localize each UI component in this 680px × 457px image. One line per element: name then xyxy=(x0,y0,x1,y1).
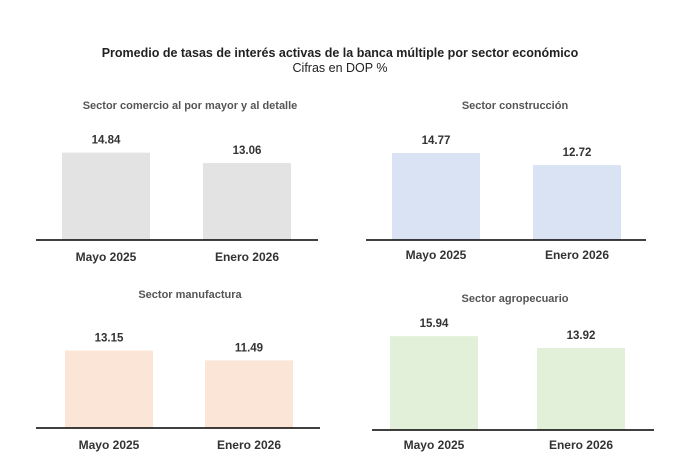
category-label-3-1: Enero 2026 xyxy=(549,438,613,452)
data-label-0-1: 13.06 xyxy=(233,145,262,157)
panel-title-comercio: Sector comercio al por mayor y al detall… xyxy=(82,100,298,112)
category-label-0-0: Mayo 2025 xyxy=(76,250,137,264)
data-label-0-0: 14.84 xyxy=(92,135,121,147)
bar-3-0 xyxy=(390,336,478,430)
panel-title-manufactura: Sector manufactura xyxy=(138,289,242,301)
bar-2-0 xyxy=(65,350,153,428)
data-label-1-1: 12.72 xyxy=(563,147,592,159)
bar-0-0 xyxy=(62,152,150,240)
data-label-2-1: 11.49 xyxy=(235,342,263,354)
data-label-3-0: 15.94 xyxy=(420,318,449,330)
data-label-1-0: 14.77 xyxy=(422,135,451,147)
data-label-3-1: 13.92 xyxy=(567,330,596,342)
category-label-1-0: Mayo 2025 xyxy=(406,248,467,262)
bar-0-1 xyxy=(203,163,291,240)
data-label-2-0: 13.15 xyxy=(95,333,124,345)
bar-1-0 xyxy=(392,153,480,240)
panel-title-construccion: Sector construcción xyxy=(461,100,569,112)
category-label-2-0: Mayo 2025 xyxy=(79,438,140,452)
bar-1-1 xyxy=(533,165,621,240)
bar-3-1 xyxy=(537,348,625,430)
category-label-1-1: Enero 2026 xyxy=(545,248,609,262)
category-label-2-1: Enero 2026 xyxy=(217,438,281,452)
bar-2-1 xyxy=(205,360,293,428)
category-label-0-1: Enero 2026 xyxy=(215,250,279,264)
panel-title-agropecuario: Sector agropecuario xyxy=(461,293,569,305)
chart-subtitle: Cifras en DOP % xyxy=(292,61,388,75)
chart-title: Promedio de tasas de interés activas de … xyxy=(101,46,579,60)
category-label-3-0: Mayo 2025 xyxy=(404,438,465,452)
